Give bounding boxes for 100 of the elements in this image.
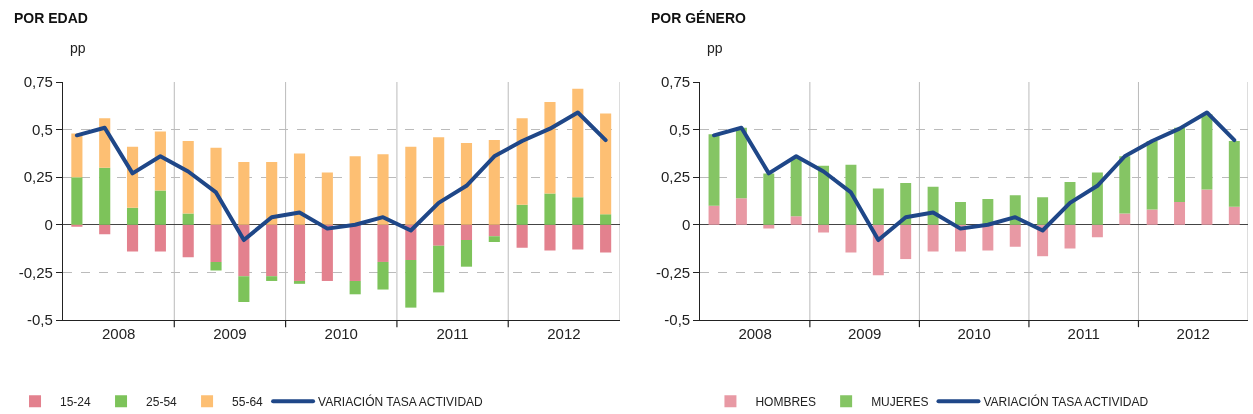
- bar: [572, 224, 584, 250]
- bar: [321, 172, 333, 225]
- legend-label: VARIACIÓN TASA ACTIVIDAD: [318, 393, 484, 409]
- x-tick-label: 2008: [738, 325, 772, 343]
- bar: [210, 224, 222, 262]
- bar: [99, 224, 111, 235]
- bar: [763, 224, 775, 229]
- bar: [600, 214, 612, 225]
- bar: [377, 261, 389, 290]
- bar: [1064, 224, 1076, 249]
- bar: [1009, 224, 1021, 247]
- bar: [982, 224, 994, 251]
- bar: [600, 224, 612, 253]
- bar: [321, 224, 333, 281]
- bar: [488, 236, 500, 242]
- bar: [544, 193, 556, 225]
- bar: [1091, 224, 1103, 238]
- bar: [708, 205, 720, 225]
- bar: [349, 280, 361, 295]
- bar: [266, 276, 278, 281]
- bar: [516, 204, 528, 225]
- x-tick-label: 2012: [1176, 325, 1210, 343]
- bar: [154, 190, 166, 225]
- bar: [433, 224, 445, 246]
- bar: [182, 213, 194, 225]
- bar: [460, 142, 473, 225]
- bar: [349, 224, 361, 281]
- x-tick-label: 2009: [847, 325, 882, 343]
- x-tick-label: 2008: [101, 325, 136, 343]
- bar: [1201, 114, 1213, 190]
- bar: [927, 224, 939, 252]
- bar: [182, 224, 194, 258]
- bar: [1037, 197, 1049, 225]
- y-tick-label: 0,75: [661, 73, 691, 91]
- line-series: [712, 110, 1237, 243]
- bar: [1228, 141, 1240, 207]
- bar: [266, 224, 278, 277]
- bar: [293, 280, 306, 284]
- bar: [708, 134, 720, 206]
- bar: [266, 161, 278, 225]
- bar: [818, 224, 830, 233]
- y-tick-label: 0: [681, 216, 691, 234]
- bar: [955, 201, 966, 225]
- legend-label: 55-64: [232, 394, 264, 409]
- bar: [735, 198, 747, 225]
- bar: [377, 224, 389, 262]
- bar: [845, 224, 857, 253]
- bar: [377, 154, 389, 225]
- bar: [516, 118, 528, 205]
- bar: [182, 141, 194, 214]
- bar: [1174, 127, 1186, 202]
- bar: [126, 207, 139, 225]
- bar: [433, 245, 445, 293]
- bar: [544, 224, 556, 251]
- bar: [154, 224, 166, 252]
- bar: [460, 224, 473, 241]
- x-tick-label: 2010: [324, 325, 358, 343]
- bar: [1119, 213, 1131, 225]
- y-tick-label: 0,25: [661, 168, 691, 186]
- bar: [293, 153, 306, 225]
- bar: [210, 261, 222, 271]
- bar: [1119, 156, 1131, 214]
- y-tick-label: 0: [44, 216, 53, 234]
- bar: [763, 173, 775, 225]
- bar: [544, 101, 556, 194]
- legend-label: 15-24: [60, 394, 92, 409]
- y-tick-label: -0,25: [656, 263, 691, 281]
- y-tick-label: 0,75: [23, 73, 53, 91]
- bar: [790, 158, 802, 217]
- x-tick-label: 2009: [213, 325, 247, 343]
- legend-label: 25-54: [146, 394, 178, 409]
- bar: [126, 224, 139, 252]
- bar: [818, 165, 830, 225]
- bar: [1146, 141, 1158, 210]
- bar: [460, 240, 473, 267]
- bar: [99, 167, 111, 225]
- bar: [433, 137, 445, 225]
- bar: [488, 224, 500, 237]
- x-tick-label: 2011: [1067, 325, 1100, 343]
- bar: [1201, 189, 1213, 225]
- bar: [872, 188, 884, 225]
- bar: [238, 276, 250, 302]
- chart-title: POR GÉNERO: [651, 10, 747, 26]
- legend-label: HOMBRES: [755, 394, 817, 409]
- legend-label: MUJERES: [871, 394, 929, 409]
- bar: [71, 177, 83, 225]
- legend-label: VARIACIÓN TASA ACTIVIDAD: [983, 393, 1149, 409]
- bar: [735, 127, 747, 199]
- y-tick-label: -0,25: [18, 263, 53, 281]
- bar: [572, 88, 584, 198]
- bar: [293, 224, 306, 281]
- bar: [349, 156, 361, 225]
- line-series: [74, 110, 608, 243]
- bar: [405, 146, 417, 225]
- bar: [900, 224, 912, 260]
- bar: [982, 199, 994, 225]
- x-tick-label: 2010: [957, 325, 991, 343]
- y-axis-title: pp: [70, 40, 86, 56]
- bar: [572, 197, 584, 225]
- bar: [1174, 201, 1186, 225]
